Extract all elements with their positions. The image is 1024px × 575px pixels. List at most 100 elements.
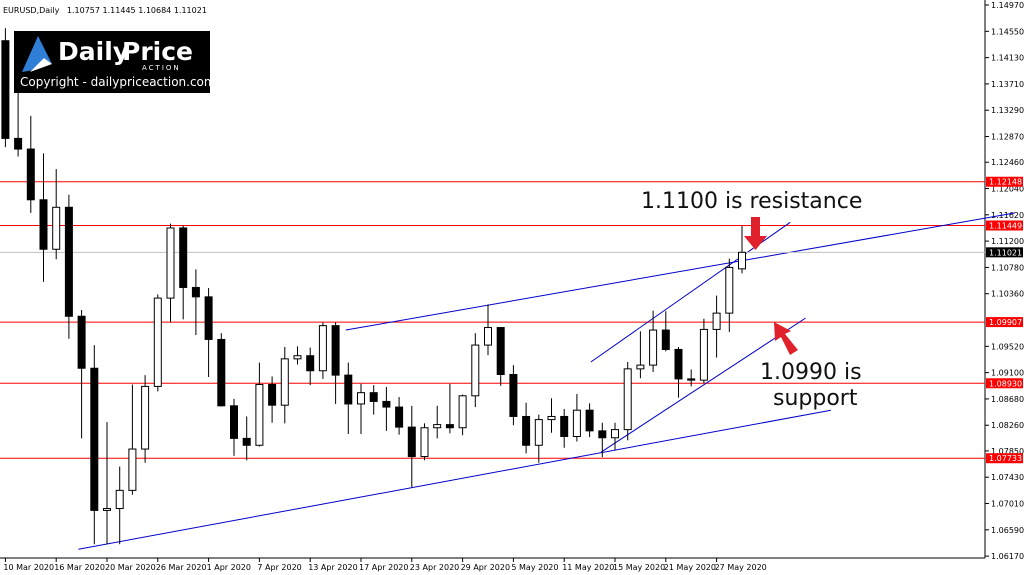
candle-body bbox=[153, 297, 162, 387]
y-tick-label: 1.14550 bbox=[991, 27, 1024, 36]
level-label-box bbox=[986, 453, 1023, 464]
trendline bbox=[600, 317, 806, 453]
candle-body bbox=[204, 296, 213, 340]
candle-body bbox=[661, 329, 670, 350]
x-tick-label: 1 Apr 2020 bbox=[207, 563, 251, 572]
y-tick-label: 1.12460 bbox=[991, 158, 1024, 167]
candle-body bbox=[217, 338, 226, 407]
candle-body bbox=[1, 40, 10, 139]
resistance-note: 1.1100 is resistance bbox=[641, 189, 862, 214]
logo-daily: Daily bbox=[58, 37, 129, 66]
support-note: support bbox=[773, 386, 858, 411]
logo: Daily Price ACTION Copyright - dailypric… bbox=[14, 31, 216, 93]
current-price-label: 1.11021 bbox=[989, 248, 1022, 257]
y-tick-label: 1.07430 bbox=[991, 473, 1024, 482]
candle-body bbox=[598, 430, 607, 439]
candle-body bbox=[90, 367, 99, 511]
level-label-box bbox=[986, 317, 1023, 328]
candle-body bbox=[484, 327, 492, 346]
arrow-up bbox=[774, 322, 798, 355]
arrow-down bbox=[744, 217, 767, 250]
candle-body bbox=[115, 489, 124, 510]
symbol: EURUSD,Daily bbox=[3, 6, 60, 15]
x-tick-label: 23 Apr 2020 bbox=[410, 563, 459, 572]
candle-body bbox=[103, 508, 111, 511]
candle-body bbox=[369, 392, 378, 402]
x-tick-label: 5 May 2020 bbox=[511, 563, 558, 572]
header: EURUSD,Daily 1.10757 1.11445 1.10684 1.1… bbox=[3, 6, 207, 15]
y-tick-label: 1.08680 bbox=[991, 395, 1024, 404]
candle-body bbox=[509, 374, 518, 417]
candle-body bbox=[712, 312, 721, 330]
level-label: 1.12148 bbox=[989, 178, 1022, 187]
candle-body bbox=[14, 137, 23, 150]
candle-body bbox=[52, 206, 61, 250]
logo-icon bbox=[22, 36, 52, 72]
y-tick-label: 1.09520 bbox=[991, 342, 1024, 351]
candle-body bbox=[407, 426, 416, 458]
high-value: 1.11445 bbox=[103, 6, 136, 15]
candle-body bbox=[293, 355, 302, 360]
candle-body bbox=[318, 325, 327, 372]
candle-body bbox=[611, 429, 619, 439]
candle-body bbox=[420, 427, 429, 458]
candle-body bbox=[77, 315, 86, 369]
candle-body bbox=[522, 415, 531, 446]
candle-body bbox=[649, 329, 658, 366]
candle-body bbox=[230, 405, 238, 439]
y-tick-label: 1.12040 bbox=[991, 185, 1024, 194]
current-price-box bbox=[986, 247, 1023, 258]
candle-body bbox=[560, 415, 569, 438]
logo-price: Price bbox=[122, 37, 193, 66]
candle-body bbox=[458, 395, 467, 429]
y-tick-label: 1.11620 bbox=[991, 211, 1024, 220]
level-label: 1.08930 bbox=[989, 379, 1022, 388]
x-tick-label: 16 Mar 2020 bbox=[54, 563, 105, 572]
y-tick-label: 1.09100 bbox=[991, 369, 1024, 378]
logo-action: ACTION bbox=[142, 64, 181, 72]
candle-body bbox=[306, 355, 315, 372]
level-label: 1.09907 bbox=[989, 318, 1022, 327]
y-tick-label: 1.11200 bbox=[991, 237, 1024, 246]
y-tick-label: 1.13710 bbox=[991, 80, 1024, 89]
y-tick-label: 1.07850 bbox=[991, 447, 1024, 456]
candle-body bbox=[674, 348, 683, 380]
candle-body bbox=[242, 437, 251, 446]
x-tick-label: 15 May 2020 bbox=[613, 563, 665, 572]
open-value: 1.10757 bbox=[67, 6, 100, 15]
candle-body bbox=[141, 385, 150, 450]
candle-body bbox=[395, 406, 404, 428]
close-value: 1.11021 bbox=[174, 6, 207, 15]
y-tick-label: 1.06590 bbox=[991, 526, 1024, 535]
candle-body bbox=[471, 344, 480, 397]
candle-body bbox=[26, 148, 35, 201]
y-tick-label: 1.14130 bbox=[991, 54, 1024, 63]
candle-body bbox=[255, 384, 264, 446]
x-tick-label: 26 Mar 2020 bbox=[156, 563, 207, 572]
candle-body bbox=[64, 206, 73, 317]
candle-body bbox=[331, 325, 340, 376]
candle-body bbox=[344, 374, 353, 405]
logo-icon-cut bbox=[30, 58, 52, 72]
low-value: 1.10684 bbox=[138, 6, 171, 15]
y-tick-label: 1.07010 bbox=[991, 500, 1024, 509]
level-label: 1.07733 bbox=[989, 454, 1022, 463]
candle-body bbox=[191, 286, 200, 298]
trendline bbox=[345, 212, 1016, 331]
y-tick-label: 1.12870 bbox=[991, 133, 1024, 142]
y-tick-label: 1.08260 bbox=[991, 421, 1024, 430]
x-tick-label: 21 May 2020 bbox=[664, 563, 716, 572]
support-note: 1.0990 is bbox=[760, 360, 862, 385]
copyright: Copyright - dailypriceaction.com bbox=[20, 75, 216, 89]
y-tick-label: 1.06170 bbox=[991, 552, 1024, 561]
candle-body bbox=[382, 400, 391, 408]
trendline bbox=[78, 409, 831, 550]
candle-body bbox=[699, 328, 708, 381]
candle-body bbox=[357, 392, 365, 405]
candle-body bbox=[496, 327, 505, 376]
candle-body bbox=[585, 409, 594, 432]
candle-body bbox=[547, 415, 556, 421]
candle-body bbox=[166, 227, 175, 299]
